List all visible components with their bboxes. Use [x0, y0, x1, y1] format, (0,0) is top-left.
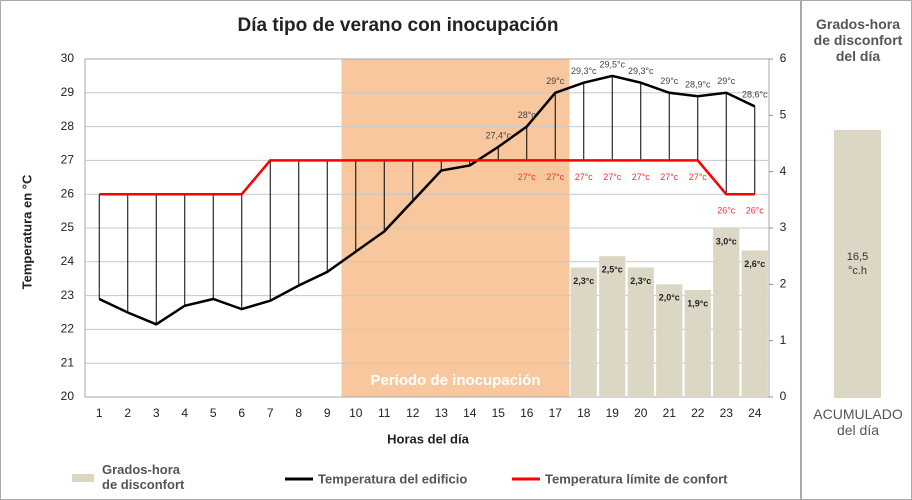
bar: [741, 250, 768, 397]
y-tick-label: 26: [61, 186, 75, 200]
bar: [656, 284, 683, 397]
y-tick-label: 24: [61, 254, 75, 268]
line-value-label: 29°c: [660, 76, 679, 86]
y2-tick-label: 1: [780, 333, 787, 347]
bar: [599, 256, 626, 397]
line: [99, 159, 755, 196]
x-tick-label: 11: [378, 406, 391, 420]
y2-tick-label: 5: [780, 108, 787, 122]
bar: [713, 228, 740, 397]
line-value-label: 28,6°c: [742, 90, 768, 100]
line-value-label: 26°c: [746, 206, 765, 216]
line-value-label: 27°c: [603, 172, 622, 182]
y-tick-label: 27: [61, 153, 75, 167]
line-value-label: 28,9°c: [685, 80, 711, 90]
y-tick-label: 29: [61, 85, 75, 99]
line-value-label: 27°c: [518, 172, 537, 182]
bar-value-label: 2,0°c: [659, 293, 680, 303]
line-value-label: 27°c: [632, 172, 651, 182]
line-value-label: 27°c: [575, 172, 594, 182]
x-tick-label: 22: [691, 406, 705, 420]
x-tick-label: 18: [577, 406, 591, 420]
line-value-label: 29°c: [717, 76, 736, 86]
x-tick-label: 14: [463, 406, 477, 420]
bar: [834, 129, 881, 398]
x-tick-label: ACUMULADO del día: [813, 406, 903, 438]
legend-label: Temperatura límite de confort: [545, 471, 728, 486]
line-value-label: 27°c: [546, 172, 565, 182]
x-tick-label: 19: [606, 406, 620, 420]
x-tick-label: 15: [492, 406, 506, 420]
legend-swatch: [72, 474, 94, 482]
x-tick-label: 7: [267, 406, 274, 420]
line-value-label: 29°c: [546, 76, 565, 86]
y-tick-label: 30: [61, 51, 75, 65]
bar-value-label: 2,3°c: [573, 276, 594, 286]
x-tick-label: 5: [210, 406, 217, 420]
bar-value-label: 2,3°c: [630, 276, 651, 286]
y-tick-label: 20: [61, 389, 75, 403]
x-tick-label: 8: [295, 406, 302, 420]
plot: Período de inocupación202122232425262728…: [61, 51, 787, 486]
y2-tick-label: 4: [780, 164, 787, 178]
line-value-label: 29,5°c: [599, 59, 625, 69]
bar: [684, 289, 711, 397]
bar-value-label: 3,0°c: [716, 236, 737, 246]
x-tick-label: 10: [349, 406, 363, 420]
x-tick-label: 21: [663, 406, 677, 420]
x-tick-label: 16: [520, 406, 534, 420]
y-tick-label: 21: [61, 355, 75, 369]
y-tick-label: 23: [61, 288, 75, 302]
y-tick-label: 22: [61, 322, 75, 336]
y-axis-label: Temperatura en °C: [19, 174, 34, 289]
x-tick-label: 23: [720, 406, 734, 420]
x-tick-label: 6: [238, 406, 245, 420]
x-tick-label: 2: [124, 406, 131, 420]
line-value-label: 27°c: [689, 172, 708, 182]
x-tick-label: 24: [748, 406, 762, 420]
x-tick-label: 9: [324, 406, 331, 420]
x-tick-label: 13: [435, 406, 449, 420]
line: [98, 74, 756, 326]
bar-value-label: 2,6°c: [744, 259, 765, 269]
line-value-label: 29,3°c: [571, 66, 597, 76]
chart-title: Día tipo de verano con inocupación: [238, 15, 559, 36]
x-tick-label: 1: [96, 406, 103, 420]
x-tick-label: 20: [634, 406, 648, 420]
line-value-label: 27°c: [660, 172, 679, 182]
x-tick-label: 17: [549, 406, 563, 420]
line-value-label: 29,3°c: [628, 66, 654, 76]
y2-tick-label: 2: [780, 277, 787, 291]
plot-border: [84, 58, 770, 398]
y2-tick-label: 3: [780, 220, 787, 234]
x-axis-label: Horas del día: [387, 431, 469, 446]
y-tick-label: 25: [61, 220, 75, 234]
bar-value-label: 2,5°c: [602, 265, 623, 275]
bar: [570, 267, 597, 397]
line-value-label: 26°c: [717, 206, 736, 216]
legend-label: Grados-hora de disconfort: [102, 462, 185, 492]
x-tick-label: 3: [153, 406, 160, 420]
y-tick-label: 28: [61, 119, 75, 133]
shaded-period-label: Período de inocupación: [370, 372, 540, 389]
y2-tick-label: 0: [780, 389, 787, 403]
side-title: Grados-hora de disconfort del día: [813, 16, 903, 64]
y2-tick-label: 6: [780, 51, 787, 65]
bar: [627, 267, 654, 397]
bar-value-label: 16,5 °c.h: [846, 250, 869, 277]
x-tick-label: 12: [406, 406, 420, 420]
x-tick-label: 4: [181, 406, 188, 420]
legend-label: Temperatura del edificio: [318, 471, 467, 486]
line-value-label: 28°c: [518, 110, 537, 120]
bar-value-label: 1,9°c: [687, 298, 708, 308]
line-value-label: 27,4°c: [485, 130, 511, 140]
